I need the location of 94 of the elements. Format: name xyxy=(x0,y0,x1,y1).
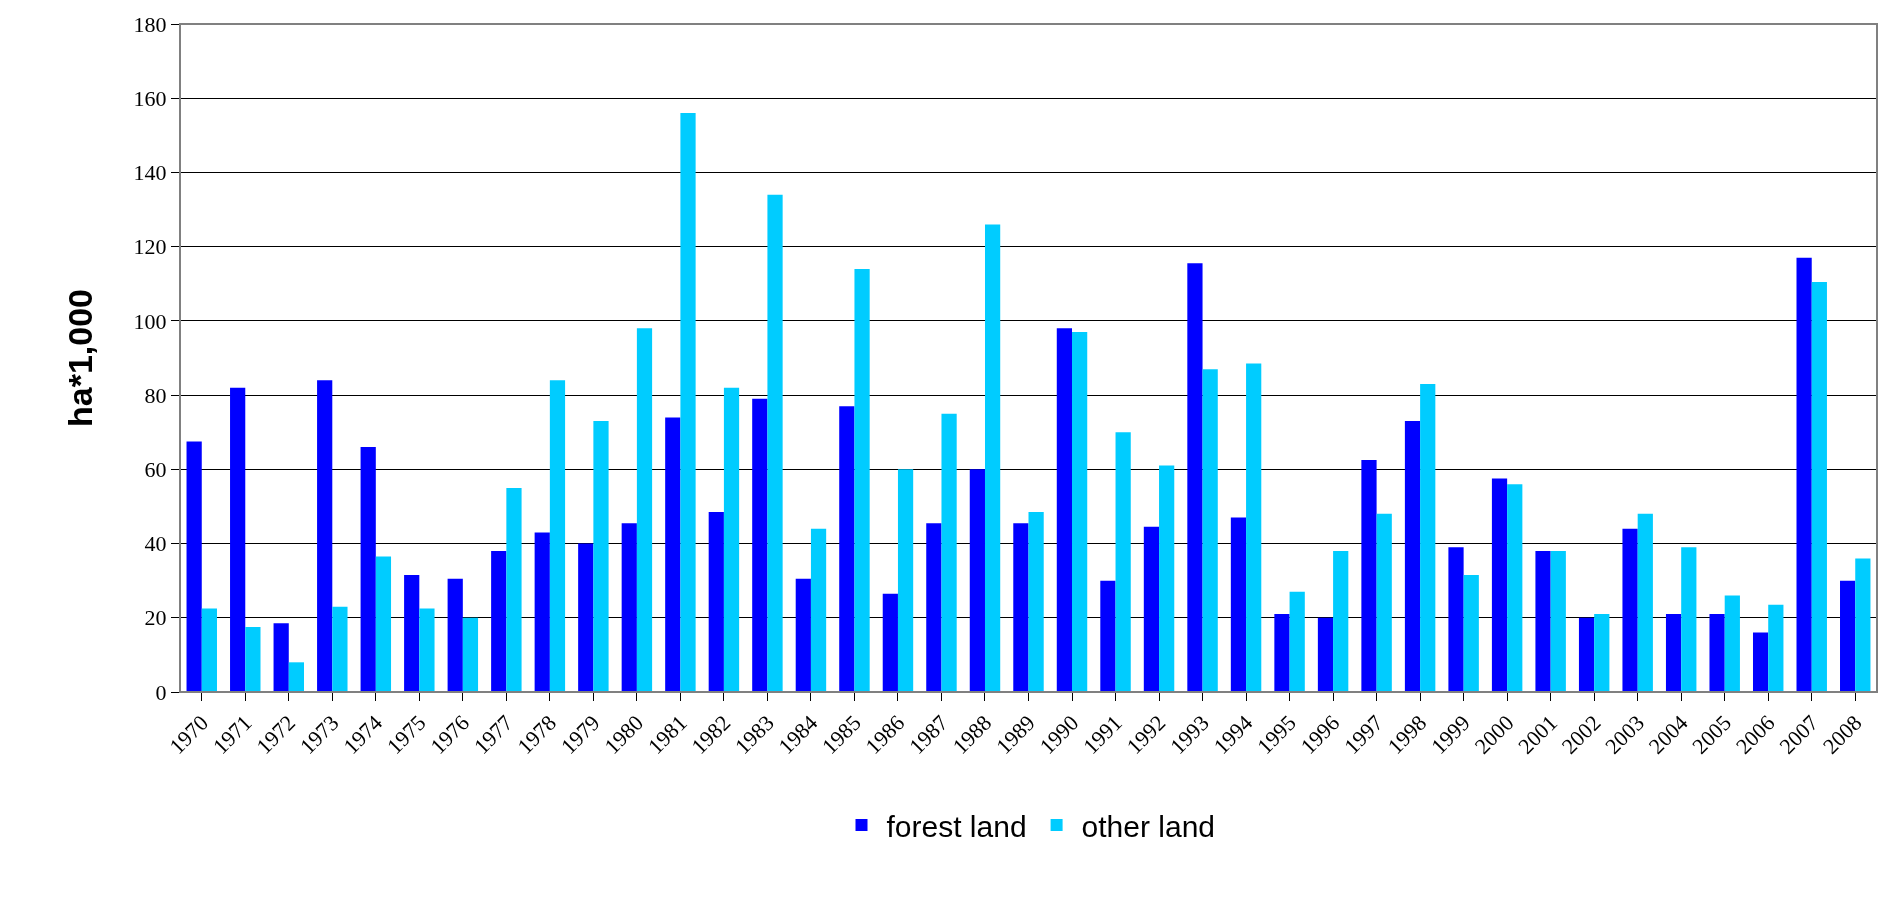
bar xyxy=(767,194,783,692)
bar xyxy=(1289,591,1305,692)
bar xyxy=(1013,523,1029,692)
legend-label: other land xyxy=(1081,809,1216,843)
y-tick-label: 120 xyxy=(133,234,167,260)
bar xyxy=(665,417,681,692)
y-tick-label: 40 xyxy=(144,531,167,557)
bar xyxy=(708,512,724,692)
bar xyxy=(593,421,609,692)
x-tick-label: 1971 xyxy=(207,710,257,759)
y-tick-label: 80 xyxy=(144,382,167,408)
x-tick-label: 1991 xyxy=(1078,710,1127,759)
bar xyxy=(1274,614,1290,692)
bar xyxy=(1622,528,1638,692)
bar xyxy=(549,380,566,692)
bar xyxy=(491,550,507,692)
bar xyxy=(839,406,855,692)
bar xyxy=(723,387,740,692)
bar xyxy=(621,523,637,692)
bar xyxy=(984,224,1001,692)
bar xyxy=(1491,478,1508,692)
bar xyxy=(1143,526,1160,692)
bar xyxy=(1376,513,1392,692)
bar xyxy=(1448,547,1464,692)
bar xyxy=(1202,369,1218,692)
bar xyxy=(1028,512,1044,692)
bar xyxy=(969,469,985,692)
bar xyxy=(1463,575,1479,692)
bar xyxy=(462,617,479,692)
bar xyxy=(1768,604,1784,692)
y-tick-label: 60 xyxy=(144,457,167,483)
bar xyxy=(882,593,898,692)
bar xyxy=(578,543,594,692)
bar xyxy=(1637,513,1653,692)
bar xyxy=(375,556,392,692)
y-tick-label: 160 xyxy=(133,85,167,111)
bar xyxy=(680,113,696,692)
legend-label: forest land xyxy=(886,809,1027,843)
bar xyxy=(1811,281,1827,692)
bar xyxy=(1420,383,1436,692)
bar xyxy=(810,528,827,692)
y-axis-title: ha*1,000 xyxy=(61,289,100,427)
bar xyxy=(1709,614,1725,692)
bar xyxy=(245,627,261,692)
bar xyxy=(1317,617,1334,692)
y-tick-label: 20 xyxy=(144,605,167,631)
bar xyxy=(1404,421,1421,692)
y-tick-label: 100 xyxy=(133,308,167,334)
bar xyxy=(317,380,333,692)
y-tick-label: 180 xyxy=(133,11,167,37)
bar xyxy=(273,623,289,692)
bar xyxy=(288,662,305,692)
bar xyxy=(1246,363,1262,692)
bar xyxy=(1594,614,1610,692)
bar xyxy=(752,398,768,692)
bar xyxy=(1361,460,1377,692)
bar xyxy=(360,447,376,692)
bar xyxy=(1115,432,1131,692)
bar xyxy=(1056,328,1073,692)
bar xyxy=(1187,263,1203,692)
bar xyxy=(1681,547,1697,692)
bar xyxy=(1796,257,1812,692)
bar xyxy=(1578,617,1595,692)
bar xyxy=(186,441,202,692)
bar xyxy=(1507,484,1523,692)
bar xyxy=(1550,550,1566,692)
bar xyxy=(1072,332,1088,692)
bar xyxy=(404,575,420,692)
bar xyxy=(332,606,348,692)
bar xyxy=(230,387,246,692)
bar xyxy=(854,268,870,692)
bar xyxy=(1752,632,1769,692)
bar xyxy=(941,413,957,692)
bar xyxy=(1230,517,1247,692)
bar xyxy=(1535,550,1551,692)
x-tick-label: 1981 xyxy=(642,710,692,759)
bar xyxy=(447,578,463,692)
y-tick-label: 140 xyxy=(133,160,167,186)
bar xyxy=(419,608,435,692)
bar xyxy=(1100,580,1116,692)
bar xyxy=(506,487,522,692)
bar xyxy=(1159,465,1175,692)
bar xyxy=(636,328,653,692)
y-tick-label: 0 xyxy=(155,679,167,705)
bar xyxy=(1333,550,1349,692)
bar xyxy=(897,469,914,692)
bar xyxy=(201,608,217,692)
bar xyxy=(795,578,811,692)
bar xyxy=(1724,595,1740,692)
bar xyxy=(1840,580,1856,692)
bar xyxy=(1855,558,1871,692)
bar xyxy=(926,523,942,692)
bar xyxy=(534,532,550,692)
bar xyxy=(1665,614,1682,692)
